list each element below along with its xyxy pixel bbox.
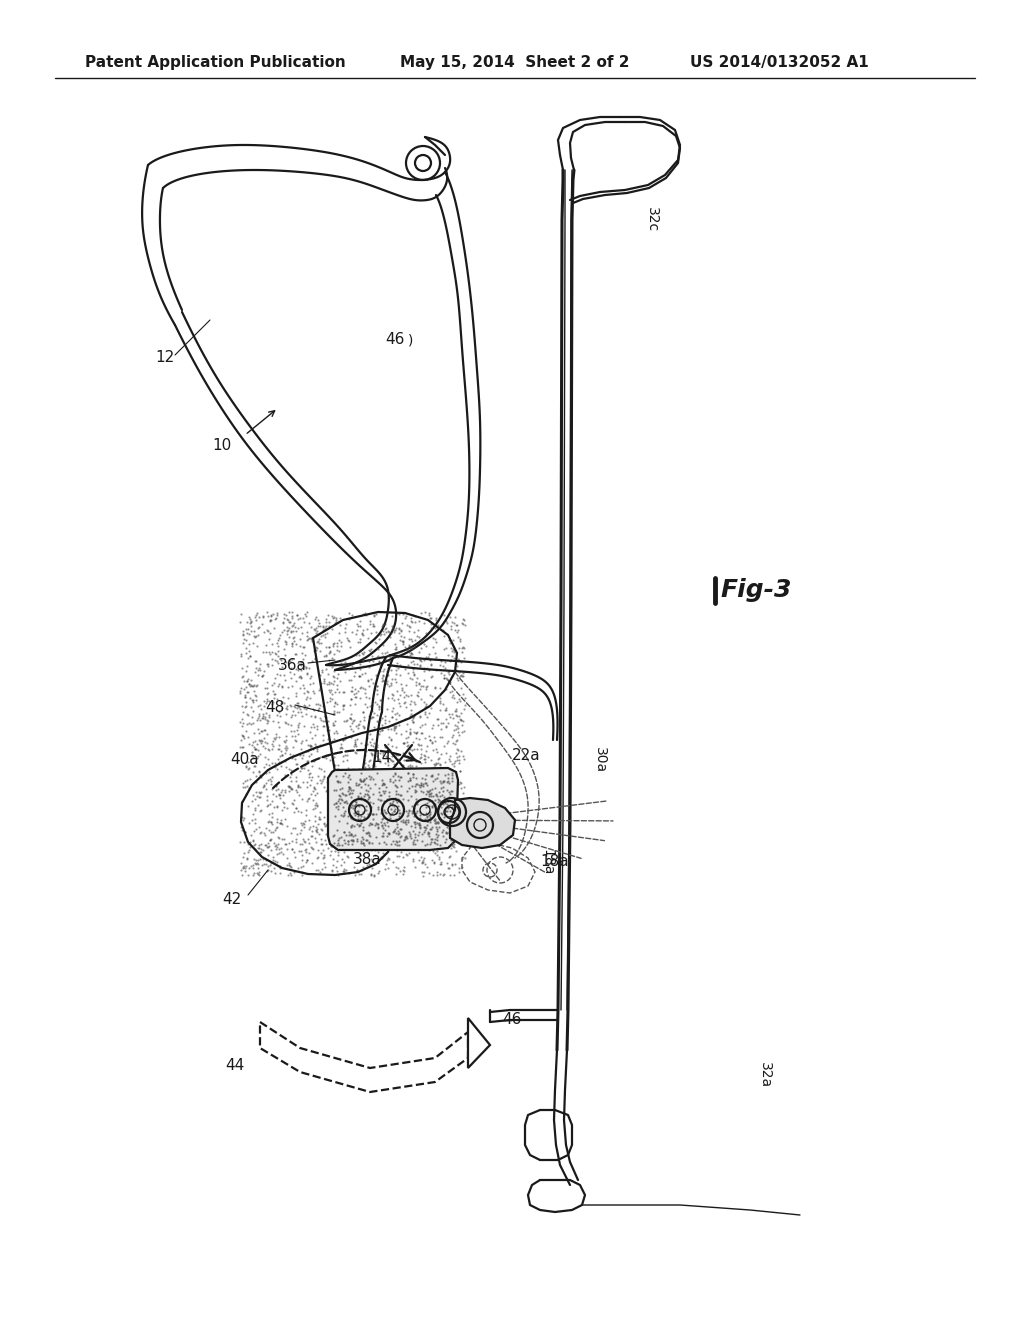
Text: 30a: 30a [593,747,607,774]
Text: 36a: 36a [278,657,307,672]
Text: 46: 46 [385,333,404,347]
Text: May 15, 2014  Sheet 2 of 2: May 15, 2014 Sheet 2 of 2 [400,54,630,70]
Polygon shape [260,1022,468,1092]
Text: 46: 46 [502,1012,521,1027]
Text: Fig-3: Fig-3 [720,578,792,602]
Polygon shape [328,768,458,850]
Text: 18a: 18a [540,849,554,875]
Polygon shape [468,1018,490,1068]
Polygon shape [450,799,515,847]
Text: Patent Application Publication: Patent Application Publication [85,54,346,70]
Text: 40a: 40a [230,752,259,767]
Text: 42: 42 [222,892,242,908]
Text: 18a: 18a [540,854,568,870]
Text: US 2014/0132052 A1: US 2014/0132052 A1 [690,54,868,70]
Text: 48: 48 [265,701,285,715]
Text: 14: 14 [373,751,391,766]
Text: 22a: 22a [512,748,541,763]
Text: ): ) [408,333,414,347]
Text: 32c: 32c [645,207,659,232]
Text: 10: 10 [212,437,231,453]
Text: 32a: 32a [758,1061,772,1088]
Text: 12: 12 [155,351,174,366]
Text: 38a: 38a [353,853,382,867]
Text: 44: 44 [225,1057,245,1072]
